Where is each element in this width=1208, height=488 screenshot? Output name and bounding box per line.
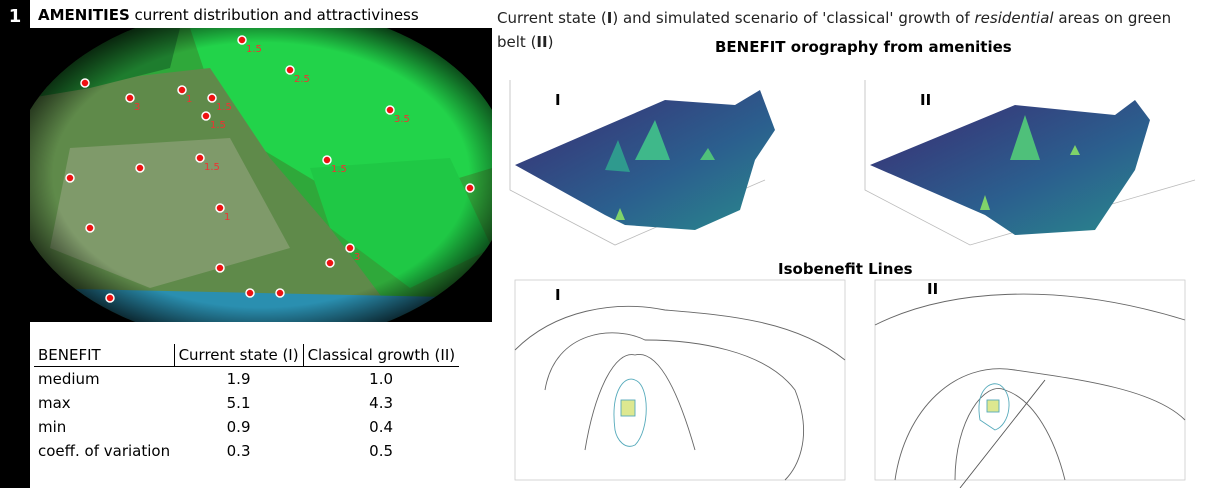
map-label: 1.5 xyxy=(216,102,232,113)
amenity-dot xyxy=(208,94,216,102)
caption-italic: residential xyxy=(975,9,1054,27)
amenity-dot xyxy=(286,66,294,74)
heading-rest: current distribution and attractiviness xyxy=(130,6,419,24)
amenity-dot xyxy=(136,164,144,172)
map-label: 2.5 xyxy=(294,74,310,85)
amenity-dot xyxy=(202,112,210,120)
section-number: 1 xyxy=(0,6,30,27)
table-cell: max xyxy=(34,391,174,415)
caption-bold: II xyxy=(536,33,547,51)
panel-label: II xyxy=(920,91,931,109)
amenity-dot xyxy=(216,264,224,272)
amenity-dot xyxy=(276,289,284,297)
amenity-dot xyxy=(178,86,186,94)
amenity-dot xyxy=(216,204,224,212)
table-cell: 0.3 xyxy=(174,439,303,463)
map-label: 3 xyxy=(134,102,140,113)
panel-label: II xyxy=(927,280,938,298)
table-cell: min xyxy=(34,415,174,439)
orography-title: BENEFIT orography from amenities xyxy=(715,38,1012,56)
amenity-dot xyxy=(346,244,354,252)
map-label: 3.5 xyxy=(394,114,410,125)
map-label: 1 xyxy=(224,212,230,223)
table-header: BENEFIT xyxy=(34,344,174,367)
table-header: Current state (I) xyxy=(174,344,303,367)
amenity-dot xyxy=(106,294,114,302)
caption-text: Current state ( xyxy=(497,9,607,27)
panel-label: I xyxy=(555,91,561,109)
caption-text: ) and simulated scenario of 'classical' … xyxy=(612,9,974,27)
table-cell: 0.5 xyxy=(303,439,459,463)
heading-bold: AMENITIES xyxy=(38,6,130,24)
table-cell: 5.1 xyxy=(174,391,303,415)
amenity-dot xyxy=(386,106,394,114)
amenity-dot xyxy=(238,36,246,44)
table-cell: 1.9 xyxy=(174,367,303,392)
amenity-dot xyxy=(66,174,74,182)
panel-label: I xyxy=(555,286,561,304)
amenity-dot xyxy=(196,154,204,162)
amenity-dot xyxy=(86,224,94,232)
map-label: 1.5 xyxy=(210,120,226,131)
table-cell: 0.9 xyxy=(174,415,303,439)
slide: 1 AMENITIES current distribution and att… xyxy=(0,0,1208,488)
stripe xyxy=(0,0,30,488)
amenity-dot xyxy=(326,259,334,267)
table-cell: medium xyxy=(34,367,174,392)
left-heading: AMENITIES current distribution and attra… xyxy=(38,6,419,24)
table-cell: 0.4 xyxy=(303,415,459,439)
caption-text: ) xyxy=(548,33,554,51)
map-label: 1.5 xyxy=(331,164,347,175)
table-cell: coeff. of variation xyxy=(34,439,174,463)
map-label: 1 xyxy=(186,94,192,105)
amenity-dot xyxy=(466,184,474,192)
table-cell: 1.0 xyxy=(303,367,459,392)
map-label: 1.5 xyxy=(204,162,220,173)
plots: I II I II xyxy=(495,60,1208,488)
aerial-map: 1.5 1.5 2.5 1 3 1.5 1.5 1.5 3.5 1 3 xyxy=(30,28,492,322)
map-label: 1.5 xyxy=(246,44,262,55)
amenity-dot xyxy=(323,156,331,164)
table-header: Classical growth (II) xyxy=(303,344,459,367)
amenity-dot xyxy=(81,79,89,87)
table-cell: 4.3 xyxy=(303,391,459,415)
map-label: 3 xyxy=(354,252,360,263)
amenity-dot xyxy=(126,94,134,102)
amenity-dot xyxy=(246,289,254,297)
